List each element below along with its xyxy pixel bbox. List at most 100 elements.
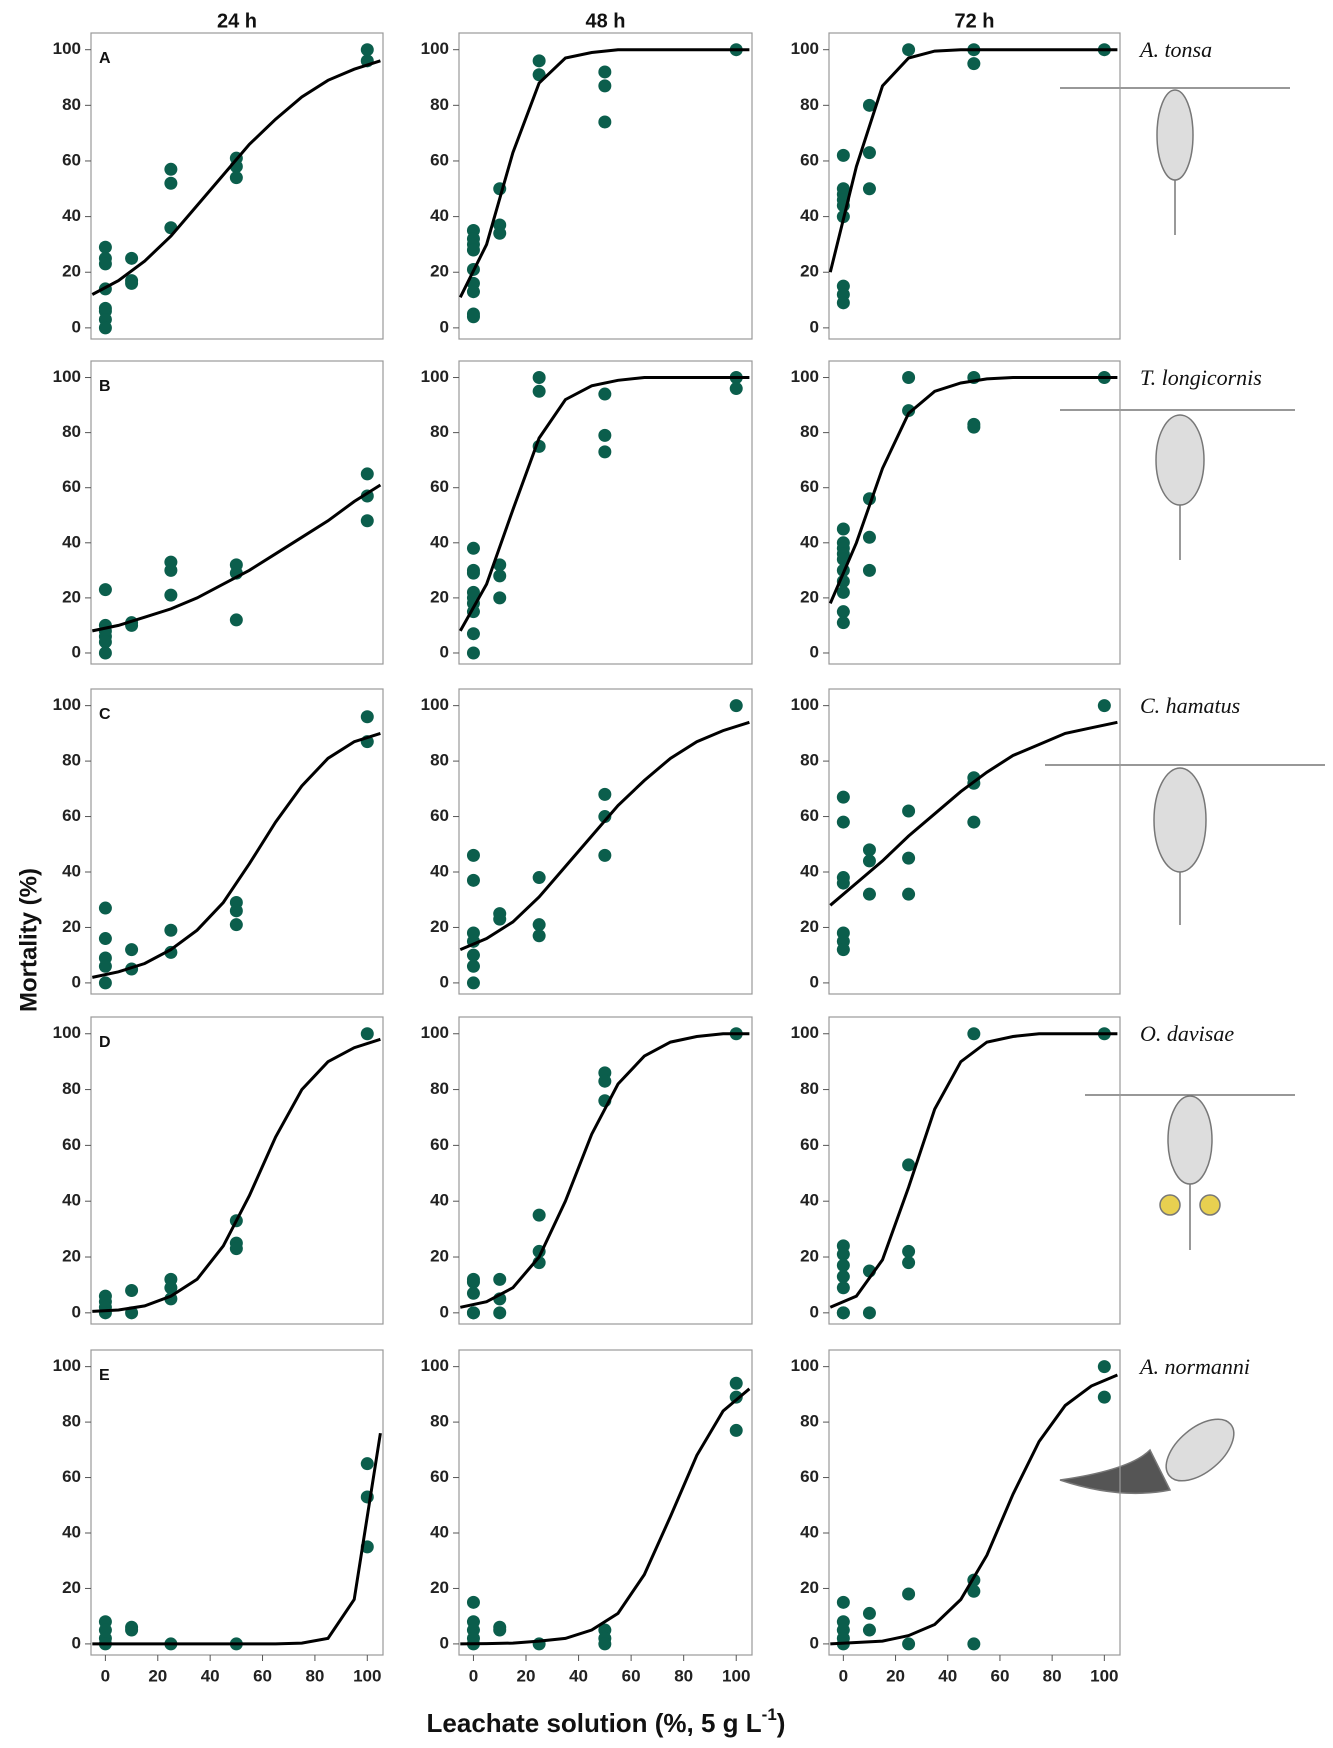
species-name: A. tonsa (1138, 37, 1212, 62)
copepod-illustration (1060, 1407, 1245, 1493)
fit-curve (92, 485, 380, 631)
y-tick-label: 80 (800, 751, 819, 770)
data-point (967, 57, 980, 70)
y-tick-label: 20 (62, 1247, 81, 1266)
y-tick-label: 80 (430, 1412, 449, 1431)
copepod-illustration (1045, 765, 1325, 925)
data-point (99, 257, 112, 270)
y-tick-label: 40 (430, 1522, 449, 1541)
data-point (467, 627, 480, 640)
data-point (467, 567, 480, 580)
data-point (467, 849, 480, 862)
y-tick-label: 0 (72, 972, 81, 991)
data-point (467, 1306, 480, 1319)
y-tick-label: 60 (800, 150, 819, 169)
column-title: 24 h (217, 10, 257, 32)
data-point (125, 252, 138, 265)
plot-frame (829, 1017, 1120, 1324)
y-tick-label: 20 (800, 587, 819, 606)
data-point (467, 874, 480, 887)
y-tick-label: 0 (440, 317, 449, 336)
y-tick-label: 20 (800, 262, 819, 281)
data-point (164, 924, 177, 937)
data-point (99, 932, 112, 945)
data-point (902, 1256, 915, 1269)
data-point (598, 116, 611, 129)
y-tick-label: 20 (62, 262, 81, 281)
y-tick-label: 60 (62, 806, 81, 825)
data-point (99, 902, 112, 915)
y-tick-label: 40 (62, 206, 81, 225)
copepod-illustration (1060, 410, 1295, 560)
x-tick-label: 100 (353, 1666, 381, 1685)
y-tick-label: 100 (421, 1023, 449, 1042)
x-label-sup: -1 (762, 1705, 777, 1724)
y-tick-label: 60 (430, 150, 449, 169)
y-tick-label: 100 (791, 1356, 819, 1375)
data-point (467, 243, 480, 256)
x-tick-label: 80 (305, 1666, 324, 1685)
data-point (467, 1287, 480, 1300)
data-point (99, 321, 112, 334)
fit-curve (92, 1433, 380, 1644)
y-tick-label: 40 (800, 1191, 819, 1210)
y-tick-label: 0 (72, 1633, 81, 1652)
data-point (837, 1596, 850, 1609)
y-tick-label: 40 (430, 206, 449, 225)
data-point (902, 1637, 915, 1650)
data-point (361, 1027, 374, 1040)
y-tick-label: 20 (62, 1578, 81, 1597)
x-label-text: Leachate solution (%, 5 g L (427, 1708, 762, 1738)
y-tick-label: 100 (53, 39, 81, 58)
y-tick-label: 60 (430, 806, 449, 825)
data-point (125, 943, 138, 956)
data-point (967, 421, 980, 434)
data-point (863, 854, 876, 867)
species-name: C. hamatus (1140, 693, 1240, 718)
data-point (99, 583, 112, 596)
y-tick-label: 0 (440, 1633, 449, 1652)
data-point (493, 1273, 506, 1286)
x-tick-label: 100 (1090, 1666, 1118, 1685)
data-point (164, 177, 177, 190)
y-tick-label: 60 (430, 1135, 449, 1154)
y-tick-label: 20 (62, 587, 81, 606)
data-point (99, 960, 112, 973)
y-tick-label: 100 (421, 39, 449, 58)
y-tick-label: 40 (800, 532, 819, 551)
y-tick-label: 0 (440, 642, 449, 661)
y-tick-label: 0 (72, 317, 81, 336)
data-point (533, 918, 546, 931)
panel-label: D (99, 1034, 111, 1051)
data-point (863, 531, 876, 544)
data-point (361, 514, 374, 527)
data-point (863, 1306, 876, 1319)
y-tick-label: 60 (800, 477, 819, 496)
y-tick-label: 100 (53, 367, 81, 386)
y-tick-label: 60 (800, 1135, 819, 1154)
data-point (837, 877, 850, 890)
y-tick-label: 0 (810, 972, 819, 991)
y-tick-label: 60 (62, 477, 81, 496)
data-point (125, 1624, 138, 1637)
y-tick-label: 40 (62, 1191, 81, 1210)
species-name: T. longicornis (1140, 365, 1262, 390)
y-tick-label: 80 (430, 1079, 449, 1098)
x-tick-label: 60 (622, 1666, 641, 1685)
y-tick-label: 80 (62, 1412, 81, 1431)
data-point (902, 371, 915, 384)
data-point (533, 385, 546, 398)
fit-curve (830, 50, 1117, 273)
data-point (837, 1248, 850, 1261)
data-point (837, 1281, 850, 1294)
illustrations (1045, 88, 1325, 1493)
y-tick-label: 80 (430, 751, 449, 770)
y-tick-label: 80 (62, 1079, 81, 1098)
data-point (902, 1245, 915, 1258)
data-point (493, 1306, 506, 1319)
data-point (164, 163, 177, 176)
x-tick-label: 60 (990, 1666, 1009, 1685)
y-tick-label: 80 (62, 422, 81, 441)
fit-curve (92, 1039, 380, 1311)
data-point (598, 788, 611, 801)
